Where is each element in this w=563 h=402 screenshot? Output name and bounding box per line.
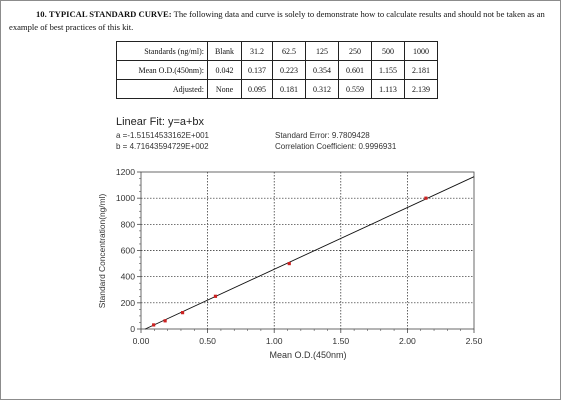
fit-coefficient-a: a =-1.51514533162E+001 (116, 131, 209, 140)
y-tick-label: 0 (130, 324, 135, 334)
data-point (180, 311, 185, 315)
data-point (213, 294, 218, 298)
data-point (163, 319, 167, 323)
section-title: TYPICAL STANDARD CURVE: (48, 9, 172, 19)
point-layer (152, 196, 428, 327)
y-tick-label: 1200 (116, 167, 135, 177)
fit-title: Linear Fit: y=a+bx (116, 116, 205, 128)
table-cell: 2.139 (404, 79, 438, 99)
x-axis-title: Mean O.D.(450nm) (269, 350, 346, 360)
table-row: Adjusted: None 0.095 0.181 0.312 0.559 1… (116, 79, 438, 99)
y-tick-label: 1000 (116, 193, 135, 203)
table-cell: None (207, 79, 242, 99)
fit-correlation: Correlation Coefficient: 0.9996931 (275, 142, 397, 151)
y-axis-title: Standard Concentration(ng/ml) (97, 194, 107, 309)
fit-line (144, 176, 475, 330)
table-row: Mean O.D.(450nm): 0.042 0.137 0.223 0.35… (116, 60, 438, 80)
x-tick-label: 2.50 (466, 336, 483, 346)
standards-table: Standards (ng/ml): Blank 31.2 62.5 125 2… (116, 41, 438, 99)
row-header: Adjusted: (116, 79, 208, 99)
section-text: The following data and curve is solely t… (9, 9, 545, 32)
section-heading: 10. TYPICAL STANDARD CURVE: The followin… (9, 8, 554, 33)
data-point (287, 261, 291, 266)
data-point (424, 196, 428, 200)
grid-layer (141, 172, 474, 329)
table-cell: 0.181 (272, 79, 306, 99)
data-point (152, 323, 156, 327)
x-tick-label: 0.00 (133, 336, 150, 346)
table-row: Standards (ng/ml): Blank 31.2 62.5 125 2… (116, 41, 438, 61)
axis-layer: 0.00 0.50 1.00 1.50 2.00 2.50 0 200 400 600 800 100… (116, 167, 483, 346)
table-cell: 0.559 (338, 79, 372, 99)
x-tick-label: 1.50 (332, 336, 349, 346)
x-tick-label: 2.00 (399, 336, 416, 346)
y-tick-label: 800 (121, 219, 136, 229)
fit-coefficient-b: b = 4.71643594729E+002 (116, 142, 209, 151)
y-tick-label: 600 (121, 246, 136, 256)
x-tick-label: 0.50 (199, 336, 216, 346)
section-number: 10. (36, 9, 47, 19)
x-tick-label: 1.00 (266, 336, 283, 346)
fit-standard-error: Standard Error: 9.7809428 (275, 131, 370, 140)
y-tick-label: 200 (121, 298, 136, 308)
table-cell: 1000 (404, 41, 438, 61)
y-tick-label: 400 (121, 272, 136, 282)
